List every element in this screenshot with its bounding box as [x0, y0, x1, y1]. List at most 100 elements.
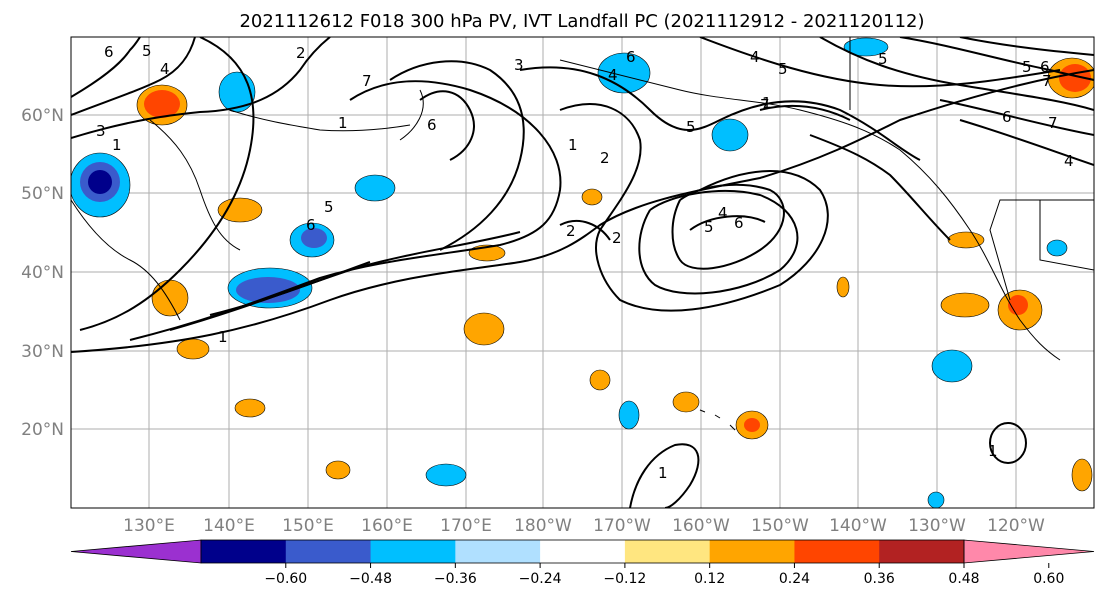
anomaly-blob — [151, 279, 189, 317]
anomaly-blob — [176, 338, 210, 360]
colorbar-tick-label: 0.48 — [948, 571, 979, 587]
contour-label: 2 — [566, 222, 576, 240]
contour-lines — [71, 37, 1094, 508]
contour-label: 5 — [704, 218, 714, 236]
colorbar-tick-label: −0.60 — [264, 571, 307, 587]
lat-label: 20°N — [21, 420, 64, 440]
lon-label: 150°W — [751, 516, 809, 536]
contour-label: 5 — [686, 118, 696, 136]
contour-label: 7 — [1042, 72, 1052, 90]
colorbar: −0.60 −0.48 −0.36 −0.24 −0.12 0.12 0.24 0.36 0.4… — [70, 539, 1095, 587]
colorbar-tick-label: 0.12 — [694, 571, 725, 587]
lon-label: 140°E — [203, 516, 255, 536]
contour-label-group: 6 5 4 3 1 2 7 3 6 5 6 4 5 2 5 7 6 4 5 6 — [96, 42, 1074, 482]
lon-label: 170°E — [440, 516, 492, 536]
contour-label: 5 — [1022, 58, 1032, 76]
anomaly-blob — [618, 400, 640, 430]
lon-label: 160°W — [672, 516, 730, 536]
colorbar-bin — [455, 540, 541, 563]
lat-label: 50°N — [21, 184, 64, 204]
contour-label: 6 — [104, 43, 114, 61]
contour-label: 1 — [568, 136, 578, 154]
colorbar-tick-label: 0.24 — [779, 571, 810, 587]
anomaly-blob — [589, 369, 611, 391]
contour-label: 5 — [878, 50, 888, 68]
colorbar-bin — [370, 540, 456, 563]
contour-label: 1 — [112, 136, 122, 154]
contour-label: 4 — [718, 204, 728, 222]
contour-label: 4 — [750, 48, 760, 66]
latitude-labels: 60°N 50°N 40°N 30°N 20°N — [21, 106, 64, 440]
contour-label: 2 — [612, 229, 622, 247]
colorbar-extend-low — [70, 539, 202, 564]
contour-label: 5 — [324, 198, 334, 216]
map-panel: 6 5 4 3 1 2 7 3 6 5 6 4 5 2 5 7 6 4 5 6 — [70, 36, 1095, 509]
anomaly-blob — [672, 391, 700, 413]
colorbar-frame — [200, 539, 965, 564]
contour-label: 5 — [142, 42, 152, 60]
anomaly-blob — [940, 292, 990, 318]
contour-label: 4 — [1064, 152, 1074, 170]
colorbar-bin — [709, 540, 795, 563]
contour-label: 2 — [296, 44, 306, 62]
contour-label: 7 — [362, 72, 372, 90]
colorbar-extend-high — [963, 539, 1095, 564]
anomaly-blob — [1046, 239, 1068, 257]
colorbar-bin — [540, 540, 626, 563]
anomaly-blob — [325, 460, 351, 480]
anomaly-blob — [88, 170, 112, 194]
anomaly-blob — [711, 118, 749, 152]
contour-label: 1 — [658, 464, 668, 482]
lon-label: 160°E — [361, 516, 413, 536]
contour-label: 2 — [600, 149, 610, 167]
plot-title: 2021112612 F018 300 hPa PV, IVT Landfall… — [239, 11, 924, 32]
colorbar-bin — [285, 540, 372, 563]
lon-label: 140°W — [829, 516, 887, 536]
anomaly-blob — [234, 398, 266, 418]
anomaly-blob — [301, 228, 327, 248]
lon-label: 170°W — [593, 516, 651, 536]
contour-label: 4 — [608, 66, 618, 84]
colorbar-tick-label: 0.60 — [1033, 571, 1064, 587]
contour-label: 5 — [778, 60, 788, 78]
map-frame — [70, 36, 1095, 509]
contour-label: 6 — [427, 116, 437, 134]
colorbar-ticks: −0.60 −0.48 −0.36 −0.24 −0.12 0.12 0.24 0.36 0.4… — [264, 563, 1064, 587]
contour-label: 7 — [1048, 114, 1058, 132]
colorbar-tick-label: −0.12 — [603, 571, 646, 587]
anomaly-blob — [1071, 458, 1093, 492]
lon-label: 150°E — [282, 516, 334, 536]
anomaly-blob — [947, 231, 985, 249]
contour-label: 3 — [96, 122, 106, 140]
lon-label: 120°W — [987, 516, 1045, 536]
colorbar-bins — [70, 539, 1095, 564]
colorbar-tick-label: −0.36 — [434, 571, 477, 587]
colorbar-bin — [201, 540, 287, 563]
gridlines — [71, 37, 1094, 508]
contour-label: 6 — [306, 216, 316, 234]
contour-label: 7 — [760, 96, 770, 114]
longitude-labels: 130°E 140°E 150°E 160°E 170°E 180°W 170°… — [123, 516, 1045, 536]
colorbar-tick-label: −0.48 — [349, 571, 392, 587]
anomaly-blob — [236, 277, 300, 303]
anomaly-blob — [931, 349, 973, 383]
anomaly-blob — [843, 37, 889, 57]
contour-label: 6 — [626, 48, 636, 66]
colorbar-bin — [794, 540, 880, 563]
anomaly-blob — [836, 276, 850, 298]
contour-label: 1 — [762, 94, 772, 112]
anomaly-blob — [744, 418, 760, 432]
colorbar-tick-label: 0.36 — [864, 571, 895, 587]
contour-label: 6 — [1040, 58, 1050, 76]
contour-label: 6 — [1002, 108, 1012, 126]
contour-label: 6 — [734, 214, 744, 232]
colorbar-tick-label: −0.24 — [519, 571, 562, 587]
contour-label: 1 — [338, 114, 348, 132]
contour-label: 1 — [218, 328, 228, 346]
colorbar-bin — [624, 540, 711, 563]
colorbar-bin — [879, 540, 965, 563]
anomaly-blob — [597, 52, 651, 94]
anomaly-blob — [1008, 295, 1028, 315]
contour-label: 4 — [160, 60, 170, 78]
